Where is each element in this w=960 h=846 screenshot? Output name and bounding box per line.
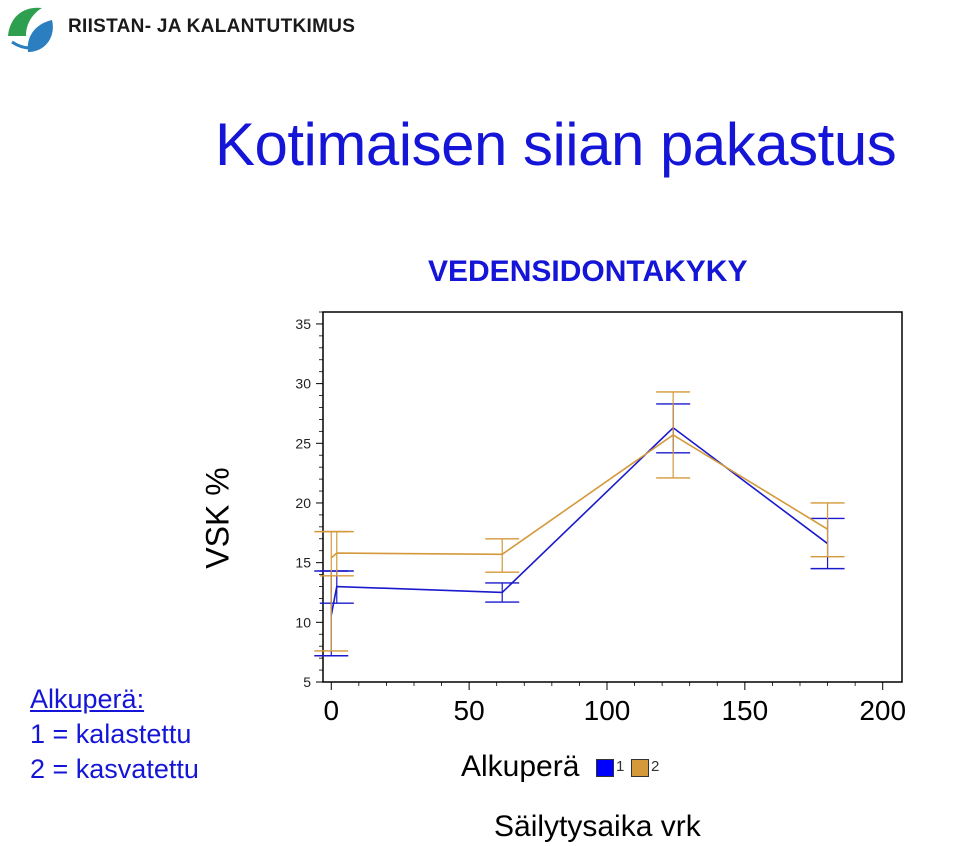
x-tick-label: 50	[454, 695, 485, 726]
x-tick-label: 0	[323, 695, 339, 726]
legend-swatch-2	[631, 759, 649, 777]
x-tick-label: 200	[859, 695, 906, 726]
y-tick-label: 15	[295, 555, 311, 571]
legend-label-1: 1	[616, 758, 625, 775]
y-axis: 5 10 15 20 25 30 35	[295, 311, 323, 690]
y-tick-label: 5	[303, 674, 311, 690]
y-tick-label: 30	[295, 376, 311, 392]
series-2	[314, 391, 845, 652]
x-axis-label: Säilytysaika vrk	[494, 810, 701, 843]
y-tick-label: 20	[295, 495, 311, 511]
y-tick-label: 25	[295, 435, 311, 451]
org-name: RIISTAN- JA KALANTUTKIMUS	[68, 16, 356, 37]
fish-leaf-logo-icon	[4, 4, 56, 56]
plot-panel	[322, 311, 903, 683]
origin-note: Alkuperä: 1 = kalastettu 2 = kasvatettu	[30, 682, 199, 787]
y-tick-label: 10	[295, 614, 311, 630]
x-axis: 0 50 100 150 200	[323, 682, 906, 726]
slide-title: Kotimaisen siian pakastus	[215, 111, 897, 178]
y-tick-label: 35	[295, 316, 311, 332]
legend-title: Alkuperä	[461, 750, 580, 783]
chart-title: VEDENSIDONTAKYKY	[428, 255, 748, 288]
legend-swatch-1	[596, 759, 614, 777]
x-tick-label: 150	[721, 695, 768, 726]
series-layer	[314, 391, 845, 657]
origin-note-line-2: 2 = kasvatettu	[30, 754, 199, 784]
x-tick-label: 100	[584, 695, 631, 726]
legend-label-2: 2	[651, 758, 660, 775]
origin-note-line-1: 1 = kalastettu	[30, 719, 192, 749]
origin-note-heading: Alkuperä:	[30, 684, 145, 714]
